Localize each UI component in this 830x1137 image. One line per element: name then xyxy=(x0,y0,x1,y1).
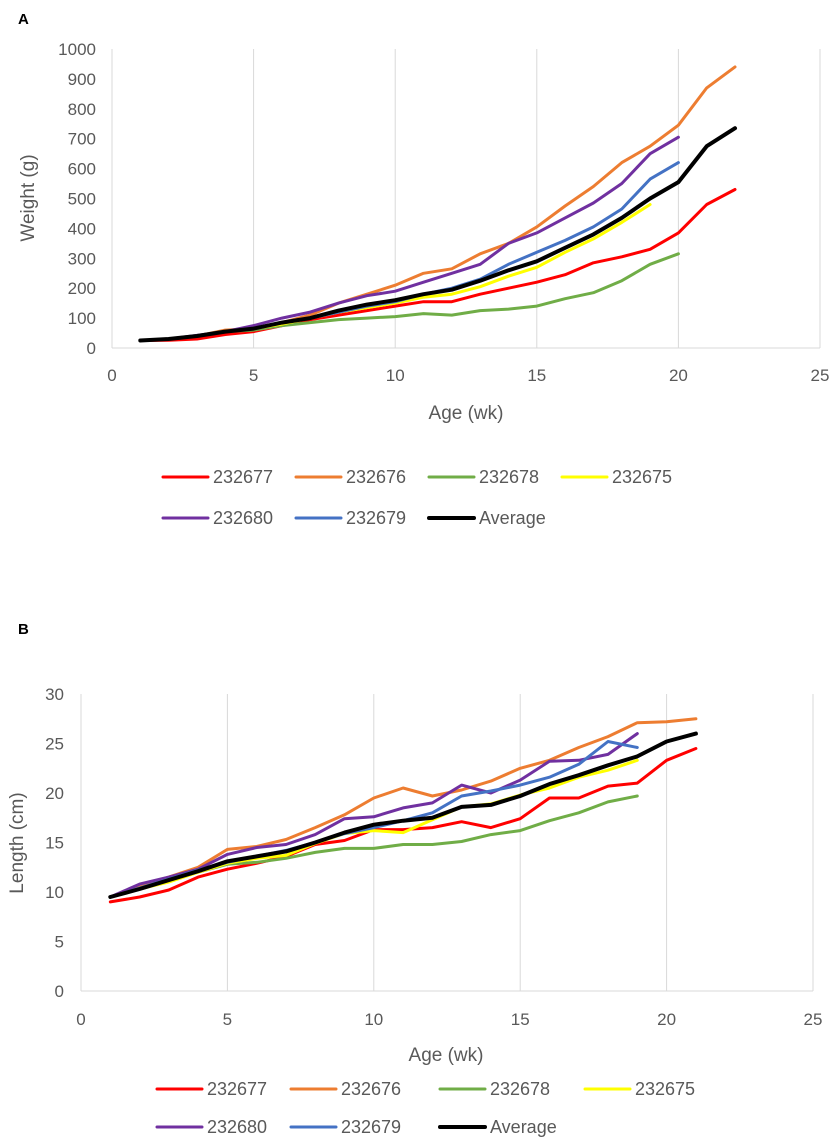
legend-label: Average xyxy=(490,1117,557,1137)
x-tick-label: 10 xyxy=(386,366,405,385)
y-tick-label: 200 xyxy=(68,279,96,298)
legend-label: 232676 xyxy=(341,1079,401,1099)
series-line-average xyxy=(138,126,737,343)
x-tick-label: 25 xyxy=(804,1010,823,1029)
y-tick-label: 25 xyxy=(45,735,64,754)
y-tick-label: 600 xyxy=(68,160,96,179)
x-axis-title: Age (wk) xyxy=(409,1045,484,1066)
legend-label: 232678 xyxy=(479,467,539,487)
x-tick-label: 10 xyxy=(364,1010,383,1029)
series-line-232676 xyxy=(108,717,698,899)
legend-label: 232675 xyxy=(635,1079,695,1099)
x-tick-label: 0 xyxy=(107,366,116,385)
y-tick-label: 100 xyxy=(68,309,96,328)
series-line-average xyxy=(108,731,698,899)
weight-chart-panel: A 0 100 200 300 400 500 600 700 800 900 1000 0 5 10 15… xyxy=(18,11,829,528)
legend-label: 232678 xyxy=(490,1079,550,1099)
legend-label: 232676 xyxy=(346,467,406,487)
y-tick-label: 700 xyxy=(68,130,96,149)
y-tick-label: 15 xyxy=(45,834,64,853)
x-tick-label: 25 xyxy=(811,366,830,385)
legend-label: 232677 xyxy=(213,467,273,487)
panel-label-b: B xyxy=(18,621,29,638)
y-axis-title: Length (cm) xyxy=(7,792,28,893)
legend-label: 232679 xyxy=(341,1117,401,1137)
y-tick-label: 900 xyxy=(68,70,96,89)
x-tick-label: 15 xyxy=(511,1010,530,1029)
length-chart-panel: B 0 5 10 15 20 25 30 0 5 10 15 20 25 Age (wk) Length (… xyxy=(7,621,822,1137)
legend-label: 232675 xyxy=(612,467,672,487)
x-tick-label: 5 xyxy=(223,1010,232,1029)
y-tick-label: 5 xyxy=(55,933,64,952)
series-line-232677 xyxy=(108,747,698,904)
y-tick-label: 0 xyxy=(87,339,96,358)
panel-label-a: A xyxy=(18,11,29,28)
x-tick-label: 0 xyxy=(76,1010,85,1029)
y-tick-label: 30 xyxy=(45,685,64,704)
y-tick-label: 400 xyxy=(68,219,96,238)
x-tick-label: 15 xyxy=(527,366,546,385)
legend-label: 232679 xyxy=(346,508,406,528)
series-line-232677 xyxy=(138,188,737,342)
x-tick-label: 20 xyxy=(669,366,688,385)
legend-label: 232677 xyxy=(207,1079,267,1099)
y-tick-label: 0 xyxy=(55,982,64,1001)
legend-label: 232680 xyxy=(207,1117,267,1137)
legend-label: Average xyxy=(479,508,546,528)
y-tick-label: 800 xyxy=(68,100,96,119)
y-tick-label: 300 xyxy=(68,249,96,268)
x-tick-label: 20 xyxy=(657,1010,676,1029)
legend-label: 232680 xyxy=(213,508,273,528)
x-tick-label: 5 xyxy=(249,366,258,385)
x-axis-title: Age (wk) xyxy=(429,403,504,424)
y-tick-label: 500 xyxy=(68,190,96,209)
y-tick-label: 20 xyxy=(45,784,64,803)
series-line-232680 xyxy=(138,135,680,342)
y-tick-label: 1000 xyxy=(58,40,96,59)
y-tick-label: 10 xyxy=(45,883,64,902)
y-axis-title: Weight (g) xyxy=(18,154,39,241)
